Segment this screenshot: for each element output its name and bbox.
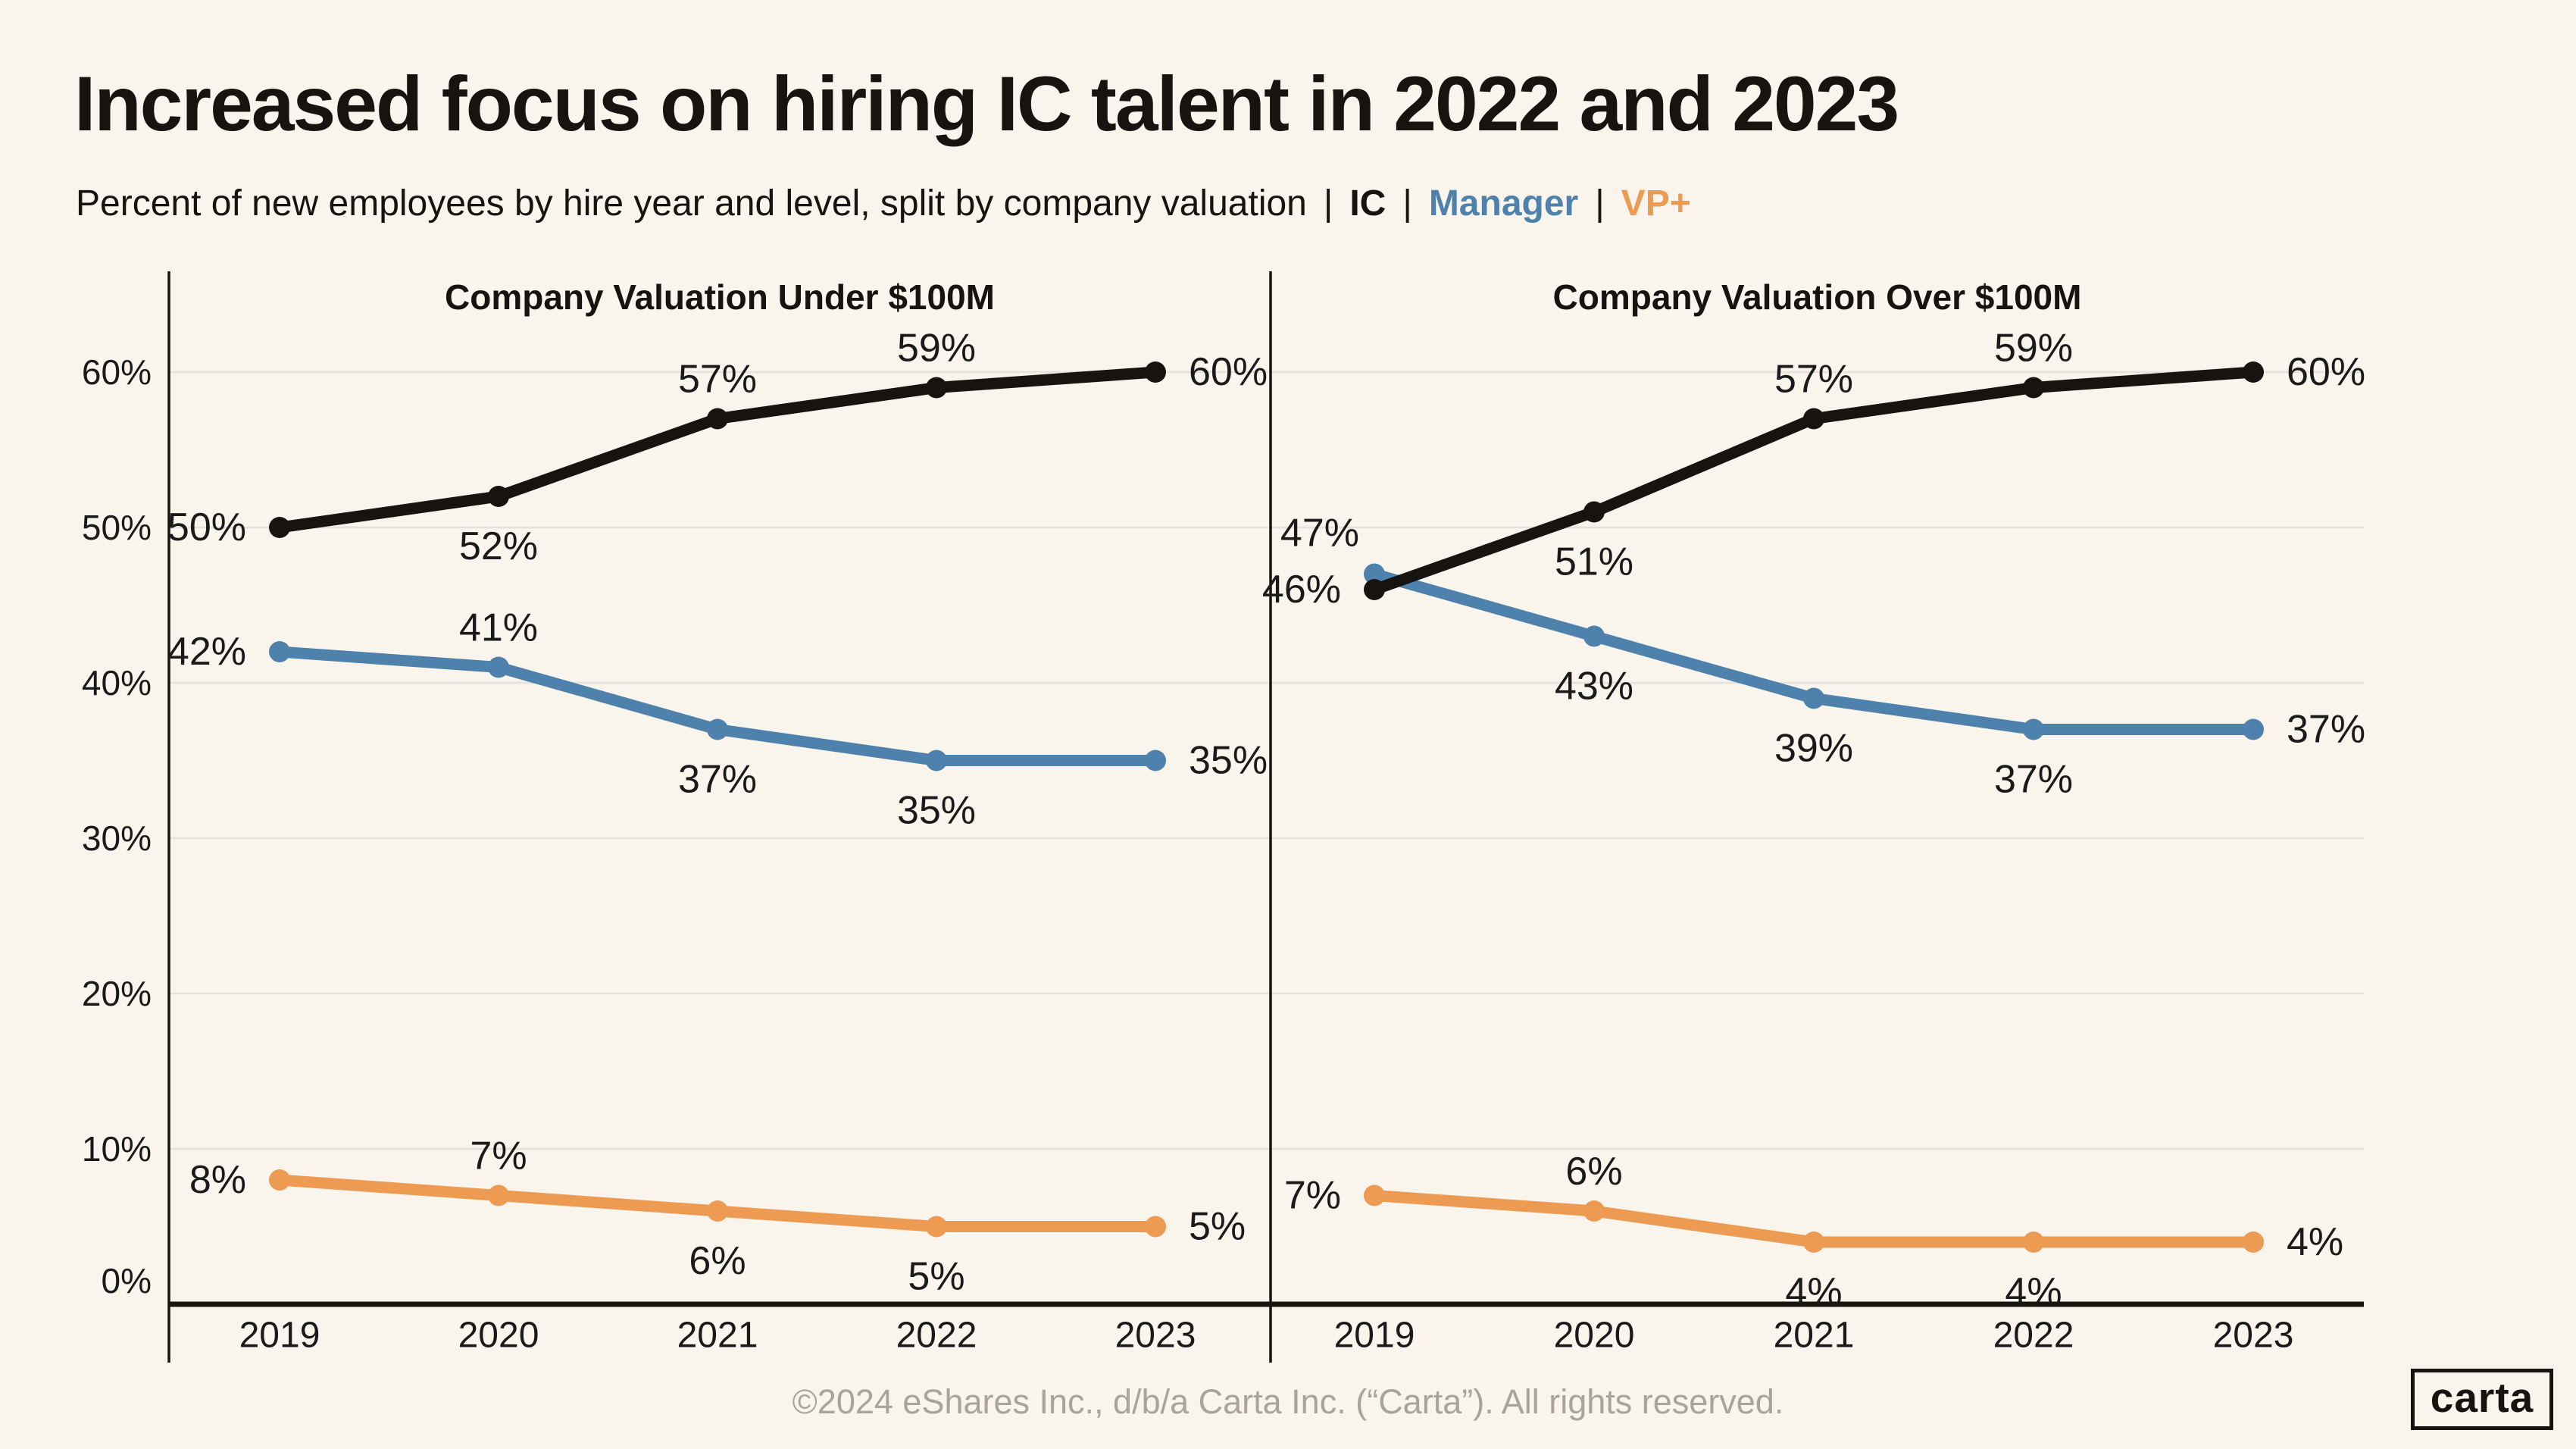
series-line-manager <box>274 646 1161 766</box>
data-label-manager-2023: 37% <box>2287 708 2365 752</box>
data-label-vp-2022: 4% <box>2005 1270 2062 1314</box>
x-tick-label-2019: 2019 <box>1334 1316 1415 1356</box>
y-tick-label-40: 40% <box>82 663 152 703</box>
y-tick-label-60: 60% <box>82 352 152 392</box>
data-label-vp-2023: 5% <box>1189 1205 1246 1249</box>
legend-item-manager: Manager <box>1428 183 1579 224</box>
x-tick-label-2020: 2020 <box>1554 1316 1635 1356</box>
data-label-ic-2021: 57% <box>678 358 757 402</box>
legend-separator: | <box>1595 183 1605 224</box>
y-tick-label-0: 0% <box>102 1261 152 1300</box>
carta-logo: carta <box>2411 1369 2553 1430</box>
data-point-manager-2023 <box>2243 718 2264 740</box>
data-label-ic-2019: 46% <box>1262 568 1341 612</box>
data-point-ic-2020 <box>1583 501 1605 523</box>
data-point-manager-2022 <box>2023 718 2044 740</box>
data-label-ic-2023: 60% <box>2287 350 2365 394</box>
data-label-vp-2020: 7% <box>470 1134 527 1178</box>
copyright-text: ©2024 eShares Inc., d/b/a Carta Inc. (“C… <box>792 1382 1784 1421</box>
data-point-manager-2022 <box>926 750 947 771</box>
legend-separator: | <box>1323 183 1333 224</box>
data-label-vp-2021: 4% <box>1785 1270 1842 1314</box>
y-tick-label-50: 50% <box>82 508 152 547</box>
data-label-manager-2023: 35% <box>1189 739 1268 783</box>
data-point-vp-2023 <box>2243 1231 2264 1253</box>
y-tick-label-10: 10% <box>82 1129 152 1169</box>
subtitle-text: Percent of new employees by hire year an… <box>76 183 1307 224</box>
legend-separator: | <box>1402 183 1412 224</box>
x-tick-label-2022: 2022 <box>896 1316 977 1356</box>
data-point-vp-2021 <box>707 1200 728 1222</box>
x-tick-label-2020: 2020 <box>458 1316 539 1356</box>
data-label-ic-2022: 59% <box>897 327 976 371</box>
data-point-vp-2021 <box>1803 1231 1824 1253</box>
data-point-ic-2019 <box>1364 579 1385 600</box>
data-label-manager-2022: 37% <box>1994 758 2073 802</box>
data-label-manager-2020: 41% <box>459 606 538 650</box>
data-label-ic-2022: 59% <box>1994 327 2073 371</box>
data-point-vp-2019 <box>1364 1185 1385 1206</box>
data-label-vp-2019: 7% <box>1284 1174 1341 1218</box>
data-point-vp-2019 <box>269 1169 290 1191</box>
data-point-manager-2019 <box>1364 563 1385 585</box>
data-label-ic-2019: 50% <box>167 505 246 549</box>
series-line-ic <box>1368 366 2259 596</box>
data-point-ic-2022 <box>926 377 947 399</box>
data-point-ic-2021 <box>707 408 728 430</box>
data-label-manager-2019: 42% <box>167 630 246 674</box>
x-tick-label-2023: 2023 <box>2213 1316 2294 1356</box>
data-point-manager-2021 <box>1803 687 1824 709</box>
x-tick-label-2019: 2019 <box>239 1316 320 1356</box>
data-label-manager-2020: 43% <box>1555 665 1633 709</box>
data-point-manager-2020 <box>1583 625 1605 647</box>
x-tick-label-2022: 2022 <box>1993 1316 2074 1356</box>
data-point-manager-2020 <box>488 656 509 678</box>
data-label-manager-2019: 47% <box>1280 512 1359 556</box>
data-label-ic-2020: 52% <box>459 524 538 568</box>
data-point-vp-2022 <box>2023 1231 2044 1253</box>
data-label-ic-2021: 57% <box>1774 358 1853 402</box>
data-point-vp-2023 <box>1145 1216 1166 1238</box>
data-label-vp-2023: 4% <box>2287 1220 2343 1264</box>
data-point-vp-2022 <box>926 1216 947 1238</box>
data-point-ic-2020 <box>488 486 509 507</box>
data-label-ic-2020: 51% <box>1555 540 1633 584</box>
data-point-vp-2020 <box>488 1185 509 1206</box>
data-point-ic-2022 <box>2023 377 2044 399</box>
legend-item-vp: VP+ <box>1621 183 1691 224</box>
legend: | IC | Manager | VP+ <box>1307 183 1691 224</box>
legend-item-ic: IC <box>1349 183 1386 224</box>
data-point-ic-2021 <box>1803 408 1824 430</box>
y-tick-label-30: 30% <box>82 818 152 858</box>
data-point-ic-2023 <box>2243 361 2264 383</box>
data-label-vp-2022: 5% <box>908 1255 964 1299</box>
panel-title-1: Company Valuation Under $100M <box>445 277 995 317</box>
data-label-ic-2023: 60% <box>1189 350 1268 394</box>
data-point-vp-2020 <box>1583 1200 1605 1222</box>
data-label-vp-2019: 8% <box>189 1158 246 1202</box>
chart-subtitle: Percent of new employees by hire year an… <box>76 182 1691 226</box>
data-label-manager-2021: 39% <box>1774 727 1853 771</box>
x-tick-label-2023: 2023 <box>1115 1316 1196 1356</box>
page-title: Increased focus on hiring IC talent in 2… <box>74 61 1899 147</box>
data-point-ic-2019 <box>269 517 290 538</box>
data-point-manager-2023 <box>1145 750 1166 771</box>
panel-title-2: Company Valuation Over $100M <box>1553 277 2082 317</box>
data-point-manager-2021 <box>707 718 728 740</box>
data-label-manager-2021: 37% <box>678 758 757 802</box>
x-tick-label-2021: 2021 <box>1774 1316 1855 1356</box>
x-tick-label-2021: 2021 <box>677 1316 758 1356</box>
data-label-manager-2022: 35% <box>897 789 976 833</box>
data-point-ic-2023 <box>1145 361 1166 383</box>
y-tick-label-20: 20% <box>82 974 152 1013</box>
data-label-vp-2021: 6% <box>689 1239 746 1283</box>
data-point-manager-2019 <box>269 641 290 662</box>
data-label-vp-2020: 6% <box>1565 1150 1622 1194</box>
